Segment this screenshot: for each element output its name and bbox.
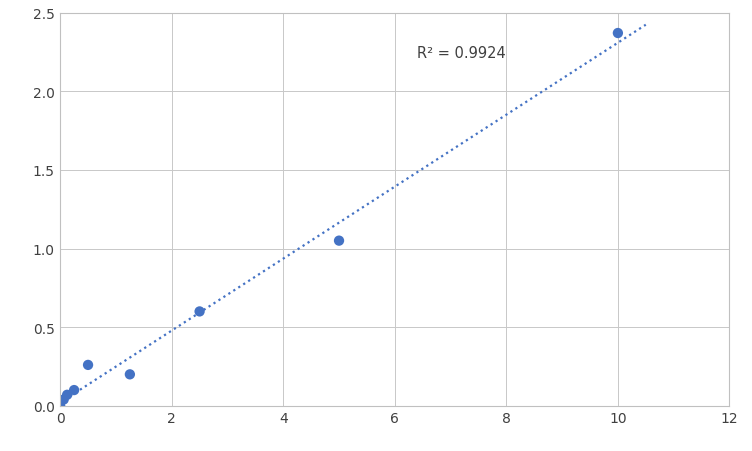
Point xyxy=(124,371,136,378)
Text: R² = 0.9924: R² = 0.9924 xyxy=(417,46,506,60)
Point xyxy=(193,308,205,315)
Point xyxy=(61,391,73,399)
Point xyxy=(612,30,624,37)
Point xyxy=(333,238,345,245)
Point xyxy=(58,396,70,403)
Point xyxy=(68,387,80,394)
Point xyxy=(54,402,66,410)
Point xyxy=(82,362,94,369)
